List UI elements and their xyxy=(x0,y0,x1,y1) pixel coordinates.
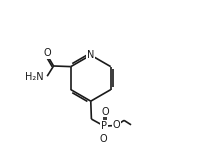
Text: N: N xyxy=(87,50,95,60)
Text: H₂N: H₂N xyxy=(25,72,43,82)
Text: O: O xyxy=(101,107,109,117)
Text: O: O xyxy=(43,48,51,58)
Text: P: P xyxy=(101,121,107,131)
Text: O: O xyxy=(113,121,120,130)
Text: O: O xyxy=(100,134,107,144)
